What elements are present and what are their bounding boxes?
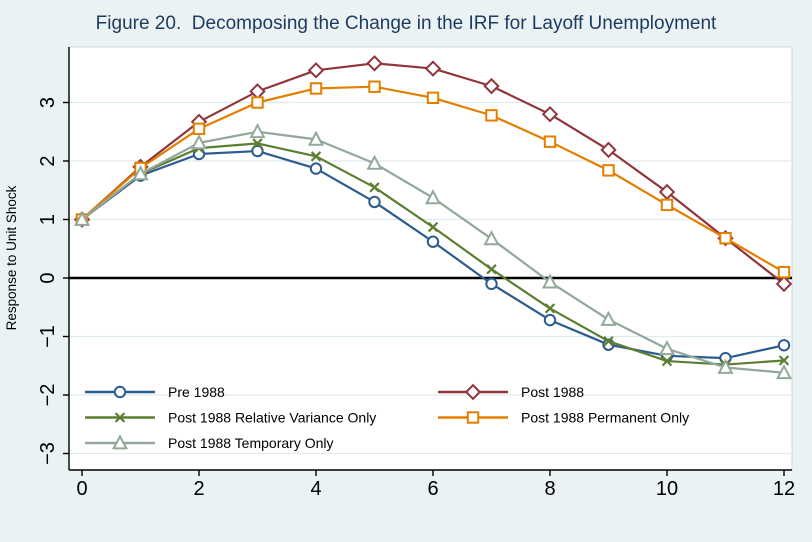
figure-title: Figure 20. Decomposing the Change in the… xyxy=(96,13,717,34)
diamond-marker xyxy=(483,77,500,95)
diamond-marker xyxy=(424,60,442,77)
legend-label: Pre 1988 xyxy=(168,384,225,400)
triangle-marker xyxy=(249,123,266,139)
x-marker xyxy=(114,412,126,423)
x-marker xyxy=(778,355,790,366)
circle-marker xyxy=(426,235,440,248)
circle-marker xyxy=(251,144,264,158)
legend-item-post-1988-permanent-only: Post 1988 Permanent Only xyxy=(438,410,689,426)
triangle-marker xyxy=(190,134,208,150)
legend-label: Post 1988 Relative Variance Only xyxy=(168,410,376,426)
axes xyxy=(68,47,792,471)
plot-edge xyxy=(69,46,793,470)
diamond-marker xyxy=(464,383,482,401)
x-marker xyxy=(252,138,263,149)
x-tick-label: 12 xyxy=(773,478,795,500)
series-post-1988-temporary-only xyxy=(73,123,793,380)
triangle-marker xyxy=(541,273,559,289)
diamond-marker xyxy=(307,62,325,79)
triangle-marker xyxy=(483,230,500,246)
square-marker xyxy=(485,109,498,122)
y-axis: 3 2 1 0 −1 −2 −3 xyxy=(37,97,69,465)
diamond-marker xyxy=(366,55,383,72)
x-tick-label: 4 xyxy=(310,478,321,500)
square-marker xyxy=(777,265,791,279)
legend: Pre 1988 Post 1988 Relative Variance Only… xyxy=(85,383,689,451)
diamond-marker xyxy=(775,275,793,293)
x-tick-label: 10 xyxy=(656,478,678,500)
square-marker xyxy=(660,198,674,212)
x-tick-label: 2 xyxy=(193,478,204,500)
x-marker xyxy=(427,221,439,233)
y-tick-label: 3 xyxy=(37,97,59,108)
triangle-marker xyxy=(717,358,734,374)
x-marker xyxy=(369,182,380,193)
square-marker xyxy=(309,82,323,95)
square-marker xyxy=(602,164,615,177)
triangle-marker xyxy=(132,165,149,181)
plot-area xyxy=(69,47,792,470)
square-marker xyxy=(466,411,480,424)
y-tick-label: −2 xyxy=(37,384,59,407)
circle-marker xyxy=(113,385,127,399)
triangle-marker xyxy=(775,364,793,380)
circle-marker xyxy=(777,339,791,352)
diamond-marker xyxy=(541,105,559,123)
circle-marker xyxy=(485,277,498,291)
square-marker xyxy=(543,135,557,148)
legend-label: Post 1988 Temporary Only xyxy=(168,435,334,451)
square-marker xyxy=(719,232,732,245)
square-marker xyxy=(192,122,206,136)
circle-marker xyxy=(543,313,557,327)
legend-item-post-1988-temporary-only: Post 1988 Temporary Only xyxy=(85,434,334,451)
x-marker xyxy=(310,151,322,162)
circle-marker xyxy=(368,195,381,209)
triangle-marker xyxy=(111,434,129,450)
y-tick-label: 1 xyxy=(37,214,59,225)
y-tick-label: 2 xyxy=(37,155,59,166)
circle-marker xyxy=(309,162,323,175)
x-marker xyxy=(486,264,497,275)
diamond-marker xyxy=(600,141,617,159)
triangle-marker xyxy=(600,310,617,326)
square-marker xyxy=(426,91,440,105)
legend-label: Post 1988 Permanent Only xyxy=(521,410,689,426)
triangle-marker xyxy=(307,130,325,146)
x-tick-label: 8 xyxy=(544,478,555,500)
x-tick-label: 6 xyxy=(427,478,438,500)
y-tick-label: −1 xyxy=(37,325,59,348)
legend-item-post-1988-relative-variance-only: Post 1988 Relative Variance Only xyxy=(85,410,376,426)
legend-label: Post 1988 xyxy=(521,384,584,400)
square-marker xyxy=(368,80,381,93)
legend-item-post-1988: Post 1988 xyxy=(438,383,584,401)
legend-item-pre-1988: Pre 1988 xyxy=(85,384,225,400)
y-tick-label: 0 xyxy=(37,272,59,283)
triangle-marker xyxy=(73,210,91,226)
x-marker xyxy=(603,336,614,347)
triangle-marker xyxy=(658,340,676,356)
x-axis: 0 2 4 6 8 10 12 xyxy=(76,470,795,500)
square-marker xyxy=(251,96,264,109)
triangle-marker xyxy=(366,154,383,170)
x-marker xyxy=(544,303,556,314)
x-marker xyxy=(661,355,673,367)
y-tick-label: −3 xyxy=(37,442,59,465)
grid xyxy=(69,101,792,455)
x-tick-label: 0 xyxy=(76,478,87,500)
triangle-marker xyxy=(424,189,442,205)
y-axis-title: Response to Unit Shock xyxy=(4,185,19,330)
